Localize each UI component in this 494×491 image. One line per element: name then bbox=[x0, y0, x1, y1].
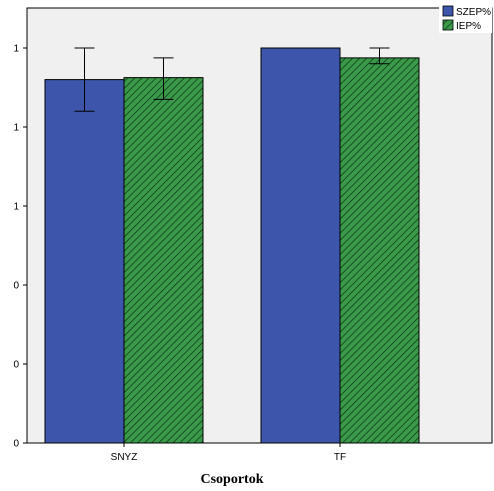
bar-snyz-iep bbox=[123, 77, 204, 444]
bar-tf-iep bbox=[339, 57, 420, 444]
y-tick-label: 1 bbox=[13, 202, 19, 213]
y-tick-label: 0 bbox=[13, 439, 19, 450]
x-tick-label-snyz: SNYZ bbox=[111, 452, 138, 463]
legend: SZEP% IEP% bbox=[439, 3, 492, 33]
bar-tf-szep bbox=[260, 47, 341, 444]
error-bars bbox=[74, 47, 390, 112]
x-axis: SNYZ TF bbox=[111, 443, 346, 463]
y-tick-label: 0 bbox=[13, 360, 19, 371]
x-tick-label-tf: TF bbox=[334, 452, 346, 463]
legend-label-iep: IEP% bbox=[456, 21, 481, 32]
x-axis-title: Csoportok bbox=[200, 472, 263, 487]
bars bbox=[44, 47, 420, 444]
y-tick-label: 1 bbox=[13, 44, 19, 55]
y-tick-label: 1 bbox=[13, 123, 19, 134]
legend-label-szep: SZEP% bbox=[456, 7, 491, 18]
y-tick-label: 0 bbox=[13, 281, 19, 292]
legend-swatch-iep bbox=[442, 19, 454, 31]
y-axis: 0 0 0 1 1 1 bbox=[13, 44, 27, 450]
bar-snyz-szep bbox=[44, 79, 125, 444]
legend-swatch-szep bbox=[442, 5, 454, 17]
